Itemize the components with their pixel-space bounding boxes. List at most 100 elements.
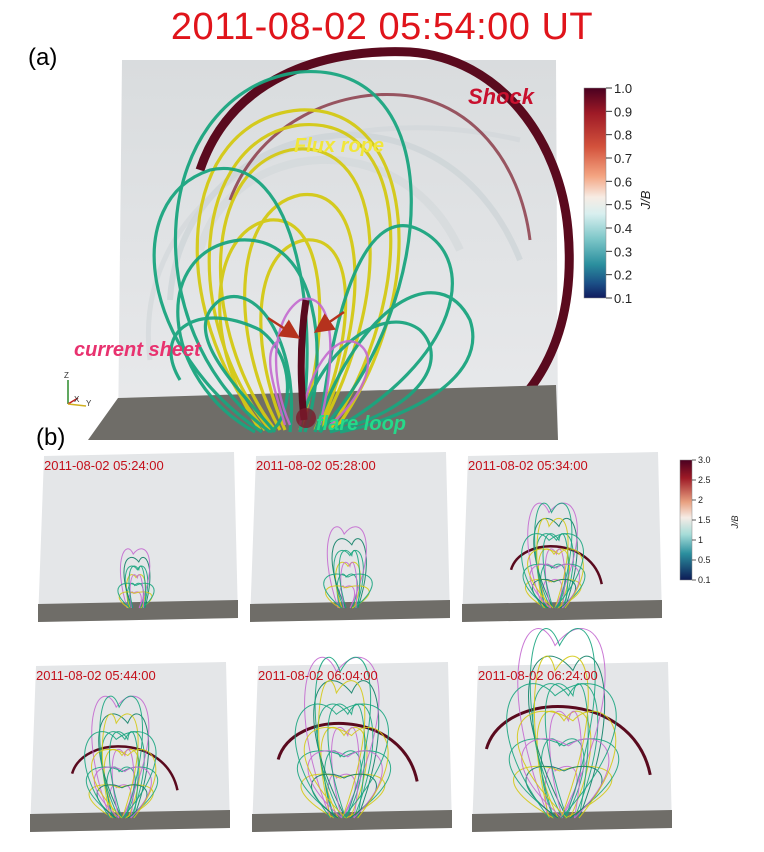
shock-label: Shock xyxy=(468,84,536,109)
snapshot-field-line xyxy=(119,548,151,609)
colorbar-a-tick: 1.0 xyxy=(614,81,632,96)
colorbar-b-tick: 2.5 xyxy=(698,475,711,485)
colorbar-a-tick: 0.1 xyxy=(614,291,632,306)
snapshot-field-line xyxy=(541,578,563,609)
arrow-left xyxy=(267,316,301,339)
colorbar-a-tick: 0.9 xyxy=(614,104,632,119)
colorbar-a-tick: 0.6 xyxy=(614,174,632,189)
snapshot-background xyxy=(472,662,672,832)
snapshot-time: 2011-08-02 06:04:00 xyxy=(258,668,378,683)
colorbar-a-tick: 0.4 xyxy=(614,221,632,236)
snapshot-field-line xyxy=(525,578,582,609)
snapshot-background xyxy=(250,452,450,622)
snapshot-time: 2011-08-02 06:24:00 xyxy=(478,668,598,683)
arrow-right xyxy=(313,310,345,333)
snapshot-field-line xyxy=(517,628,606,819)
snapshot-panel: 2011-08-02 05:44:00 xyxy=(30,662,230,832)
snapshot-panel: 2011-08-02 06:04:00 xyxy=(252,656,452,832)
snapshot-time: 2011-08-02 05:24:00 xyxy=(44,458,164,473)
snapshot-background xyxy=(38,452,238,622)
snapshot-field-line xyxy=(531,578,577,609)
colorbar-a-tick: 0.3 xyxy=(614,244,632,259)
current-sheet xyxy=(297,299,310,421)
colorbar-a-label: J/B xyxy=(638,190,653,210)
colorbar-a-tick: 0.5 xyxy=(614,198,632,213)
snapshot-panel: 2011-08-02 06:24:00 xyxy=(472,628,672,832)
snapshot-field-line xyxy=(529,628,596,819)
snapshot-background xyxy=(462,452,662,622)
snapshot-field-line xyxy=(527,548,584,609)
snapshot-field-line xyxy=(123,556,151,609)
colorbar-b-tick: 1.5 xyxy=(698,515,711,525)
snapshot-floor xyxy=(38,600,238,622)
snapshot-field-line xyxy=(128,565,146,609)
snapshot-panel: 2011-08-02 05:34:00 xyxy=(462,452,662,622)
svg-text:Y: Y xyxy=(86,399,92,408)
colorbar-b-label: J/B xyxy=(730,515,740,529)
snapshot-panel: 2011-08-02 05:24:00 xyxy=(38,452,238,622)
snapshot-field-line xyxy=(533,655,589,819)
snapshot-field-line xyxy=(91,695,150,819)
snapshot-time: 2011-08-02 05:34:00 xyxy=(468,458,588,473)
colorbar-b-tick: 3.0 xyxy=(698,455,711,465)
snapshot-field-line xyxy=(129,574,144,609)
snapshot-field-line xyxy=(534,502,573,609)
snapshot-field-line xyxy=(529,563,580,609)
snapshot-field-line xyxy=(338,549,361,609)
snapshot-field-line xyxy=(307,750,383,819)
snapshot-field-line xyxy=(517,710,617,819)
colorbar-b-tick: 2 xyxy=(698,495,703,505)
snapshot-field-line xyxy=(536,518,569,609)
snapshot-field-line xyxy=(84,731,157,819)
snapshot-field-line xyxy=(88,784,154,819)
snapshot-field-line xyxy=(528,655,606,819)
snapshot-field-line xyxy=(101,713,139,819)
snapshot-field-line xyxy=(93,766,152,819)
snapshot-field-line xyxy=(506,683,617,819)
flux-rope-label: Flux rope xyxy=(294,135,384,157)
background-plane-a xyxy=(118,60,558,440)
snapshot-field-line xyxy=(294,703,389,819)
snapshot-field-line xyxy=(300,773,386,819)
snapshot-time: 2011-08-02 05:28:00 xyxy=(256,458,376,473)
snapshot-field-line xyxy=(297,750,391,819)
snapshot-field-line xyxy=(508,738,620,819)
snapshot-shock xyxy=(484,705,652,776)
snapshot-field-line xyxy=(109,731,139,819)
colorbar-b: 3.0 2.5 2 1.5 1 0.5 0.1 J/B xyxy=(679,455,740,585)
axes-triad: Z X Y xyxy=(64,371,92,408)
snapshot-floor xyxy=(30,810,230,832)
snapshot-field-line xyxy=(542,533,569,609)
snapshot-field-line xyxy=(513,765,613,819)
snapshot-panel: 2011-08-02 05:28:00 xyxy=(250,452,450,622)
current-sheet-field-lines xyxy=(268,297,370,426)
snapshot-field-line xyxy=(527,502,578,609)
snapshot-field-line xyxy=(99,695,143,819)
snapshot-floor xyxy=(472,810,672,832)
figure-title: 2011-08-02 05:54:00 UT xyxy=(170,6,594,48)
snapshot-field-line xyxy=(544,683,589,819)
svg-text:X: X xyxy=(74,395,80,404)
snapshot-field-line xyxy=(323,573,373,609)
snapshot-field-line xyxy=(313,680,380,819)
snapshot-shock xyxy=(276,722,419,782)
snapshot-field-line xyxy=(331,538,367,609)
svg-text:Z: Z xyxy=(64,371,69,380)
colorbar-a-tick: 0.8 xyxy=(614,128,632,143)
snapshot-shock xyxy=(509,545,603,585)
snapshot-floor xyxy=(462,600,662,622)
snapshot-shock xyxy=(70,745,179,791)
snapshot-field-line xyxy=(522,563,586,609)
snapshot-field-line xyxy=(91,748,157,819)
flare-loop-label: flare loop xyxy=(316,413,406,435)
colorbar-a-tick: 0.7 xyxy=(614,151,632,166)
snapshot-field-line xyxy=(340,561,358,609)
snapshot-time: 2011-08-02 05:44:00 xyxy=(36,668,156,683)
colorbar-b-tick: 0.5 xyxy=(698,555,711,565)
colorbar-b-tick: 0.1 xyxy=(698,575,711,585)
snapshot-field-line xyxy=(117,582,155,609)
snapshot-floor xyxy=(250,600,450,622)
snapshot-field-line xyxy=(304,656,380,819)
snapshot-field-line xyxy=(521,738,610,819)
snapshot-field-line xyxy=(318,680,366,819)
